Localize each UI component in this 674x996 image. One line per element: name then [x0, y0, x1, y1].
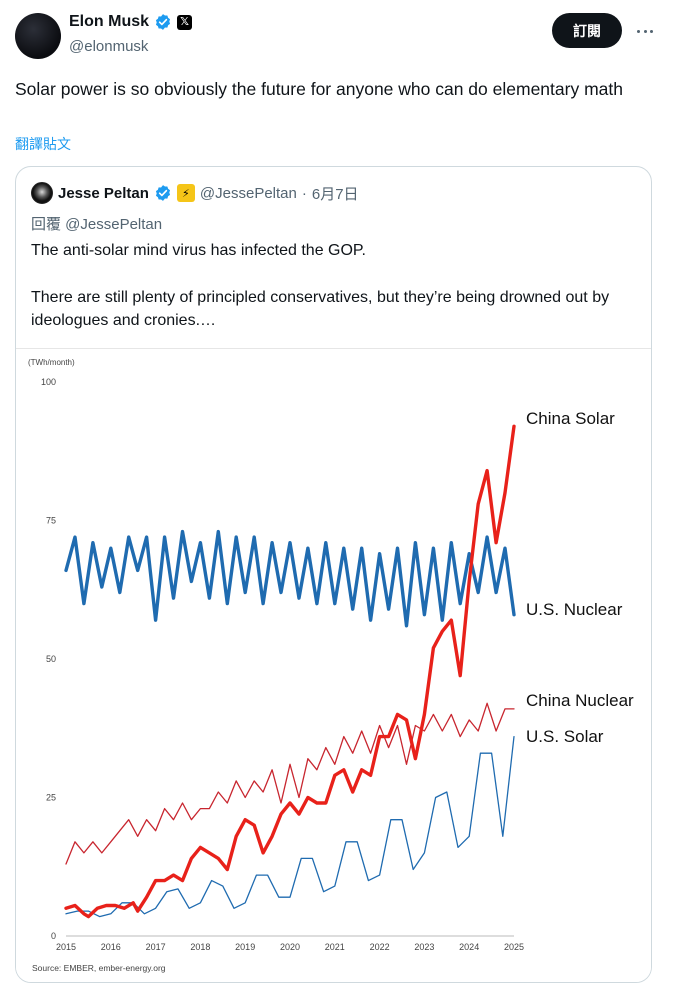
x-tick-label: 2022: [370, 942, 390, 952]
x-tick-label: 2021: [325, 942, 345, 952]
y-tick-label: 50: [46, 654, 56, 664]
china-nuclear-line: [65, 702, 515, 865]
quoted-post-text: The anti-solar mind virus has infected t…: [31, 239, 636, 333]
series-label: U.S. Nuclear: [526, 600, 623, 619]
quoted-author-avatar: [31, 182, 53, 204]
series-label: China Solar: [526, 409, 615, 428]
subscribe-button[interactable]: 訂閱: [552, 13, 622, 48]
quoted-post-header: Jesse Peltan ⚡ @JessePeltan · 6月7日: [31, 182, 359, 204]
author-name-row: Elon Musk 𝕏: [69, 13, 193, 31]
u-s-solar-line: [65, 735, 515, 918]
y-tick-label: 25: [46, 793, 56, 803]
quoted-post-paragraph: There are still plenty of principled con…: [31, 288, 610, 330]
series-label: U.S. Solar: [526, 727, 604, 746]
unit-label: (TWh/month): [28, 358, 75, 367]
translate-post-link[interactable]: 翻譯貼文: [15, 136, 71, 152]
y-tick-label: 75: [46, 516, 56, 526]
x-tick-label: 2020: [280, 942, 300, 952]
quoted-author-handle: @JessePeltan: [199, 184, 297, 202]
quoted-post-card[interactable]: Jesse Peltan ⚡ @JessePeltan · 6月7日 回覆 @J…: [15, 166, 652, 983]
x-logo-icon: 𝕏: [177, 14, 193, 30]
series-label: China Nuclear: [526, 691, 634, 710]
quoted-post-paragraph: The anti-solar mind virus has infected t…: [31, 242, 366, 259]
affiliate-badge-icon: ⚡: [176, 184, 195, 202]
chart-source: Source: EMBER, ember-energy.org: [32, 963, 166, 973]
x-tick-label: 2015: [56, 942, 76, 952]
y-tick-label: 100: [41, 377, 56, 387]
verified-badge-icon: [155, 14, 171, 30]
chart-image[interactable]: (TWh/month) 0 25 50 75 100 2015 2016 2017 2018 201…: [16, 348, 651, 982]
author-display-name[interactable]: Elon Musk: [69, 13, 150, 30]
x-tick-label: 2017: [146, 942, 166, 952]
quoted-post-date: 6月7日: [311, 185, 359, 203]
more-options-icon[interactable]: [633, 20, 657, 44]
energy-chart: (TWh/month) 0 25 50 75 100 2015 2016 2017 2018 201…: [28, 358, 634, 973]
x-tick-label: 2025: [504, 942, 524, 952]
post-text: Solar power is so obviously the future f…: [15, 79, 623, 99]
x-tick-label: 2023: [414, 942, 434, 952]
x-tick-label: 2024: [459, 942, 479, 952]
reply-context: 回覆 @JessePeltan: [31, 216, 163, 233]
x-tick-label: 2016: [101, 942, 121, 952]
x-tick-label: 2018: [190, 942, 210, 952]
verified-badge-icon: [155, 185, 170, 201]
separator-dot: ·: [301, 184, 307, 202]
quoted-author-name: Jesse Peltan: [58, 184, 149, 202]
author-handle[interactable]: @elonmusk: [69, 38, 149, 55]
u-s-nuclear-line: [64, 529, 516, 628]
author-avatar[interactable]: [15, 13, 61, 59]
china-solar-line: [64, 424, 516, 919]
x-tick-label: 2019: [235, 942, 255, 952]
y-tick-label: 0: [51, 931, 56, 941]
